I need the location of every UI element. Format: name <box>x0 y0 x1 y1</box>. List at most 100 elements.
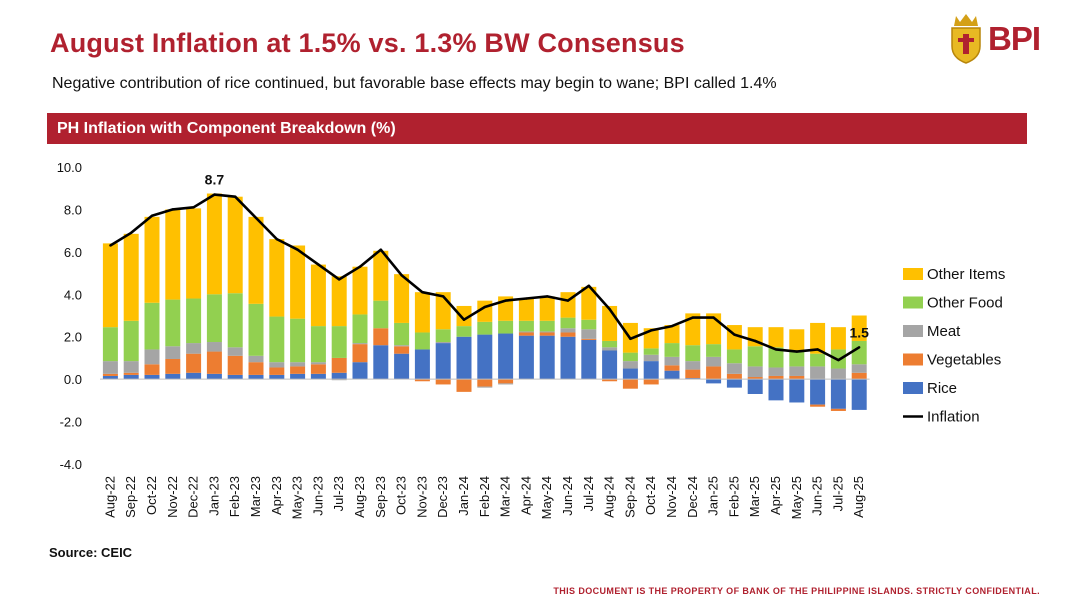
bar-other-items <box>373 250 389 301</box>
x-tick-label: Nov-23 <box>414 476 429 518</box>
x-tick-label: Jul-23 <box>331 476 346 511</box>
bar-other-items <box>539 296 555 321</box>
bar-rice <box>123 374 139 380</box>
bar-other-food <box>581 319 597 330</box>
bar-other-food <box>685 345 701 362</box>
bar-rice <box>102 375 118 380</box>
bar-other-items <box>290 245 306 319</box>
bar-other-food <box>706 344 722 357</box>
inflation-point <box>358 265 362 268</box>
bar-meat <box>269 362 285 368</box>
inflation-point <box>254 216 258 220</box>
bar-other-food <box>643 348 659 355</box>
bar-other-food <box>394 322 410 346</box>
bar-rice <box>248 374 264 380</box>
bar-vegetables <box>685 369 701 379</box>
bar-vegetables <box>102 373 118 376</box>
x-tick-label: Dec-24 <box>685 476 700 518</box>
bar-vegetables <box>810 404 826 407</box>
inflation-point <box>421 290 424 294</box>
bar-rice <box>706 379 722 384</box>
legend-label-rice: Rice <box>927 380 957 397</box>
bpi-logo: BPI <box>948 12 1050 66</box>
bar-other-food <box>664 343 680 357</box>
bar-meat <box>664 356 680 366</box>
bar-vegetables <box>456 379 472 392</box>
bar-other-items <box>352 266 368 315</box>
bar-meat <box>539 331 555 333</box>
y-tick-label: -2.0 <box>60 415 82 430</box>
inflation-point <box>546 295 549 298</box>
legend-label-other-food: Other Food <box>927 295 1003 312</box>
x-tick-label: Mar-25 <box>747 476 762 517</box>
bar-other-items <box>768 327 784 348</box>
bar-rice <box>435 343 451 380</box>
inflation-point <box>587 284 590 287</box>
x-tick-label: Jan-23 <box>206 476 221 516</box>
bar-other-items <box>269 239 285 317</box>
x-tick-label: Aug-22 <box>102 476 117 518</box>
inflation-point <box>213 193 216 196</box>
data-label: 1.5 <box>849 324 869 340</box>
x-tick-label: May-24 <box>539 476 554 519</box>
bar-vegetables <box>248 362 264 375</box>
inflation-point <box>109 244 112 247</box>
bar-rice <box>498 333 514 380</box>
bar-rice <box>810 379 826 405</box>
bar-rice <box>144 374 160 380</box>
bar-rice <box>269 374 285 380</box>
bar-rice <box>643 361 659 380</box>
inflation-point <box>837 358 840 362</box>
inflation-point <box>150 214 154 217</box>
y-tick-label: 10.0 <box>57 160 82 175</box>
bar-meat <box>518 331 534 333</box>
x-tick-label: Oct-24 <box>643 476 658 515</box>
bar-rice <box>331 372 347 380</box>
bar-other-items <box>248 216 264 304</box>
y-tick-label: 0.0 <box>64 372 82 387</box>
x-tick-label: Jan-25 <box>706 476 721 516</box>
x-tick-label: Mar-23 <box>248 476 263 517</box>
bar-vegetables <box>581 338 597 340</box>
bar-meat <box>602 347 618 351</box>
bar-meat <box>435 342 451 344</box>
bar-vegetables <box>477 379 493 387</box>
bar-rice <box>414 349 430 380</box>
bar-meat <box>706 356 722 367</box>
legend-swatch-vegetables <box>903 353 923 366</box>
legend-swatch-meat <box>903 325 923 337</box>
chart-title: PH Inflation with Component Breakdown (%… <box>57 120 396 137</box>
bar-other-food <box>414 332 430 350</box>
bar-vegetables <box>706 366 722 380</box>
bar-meat <box>747 366 763 378</box>
bar-other-food <box>206 294 222 343</box>
y-tick-label: 2.0 <box>64 330 82 345</box>
inflation-point <box>795 350 798 353</box>
bar-rice <box>310 373 326 380</box>
bar-vegetables <box>123 372 139 375</box>
bar-other-food <box>186 298 202 344</box>
bar-meat <box>851 364 867 373</box>
x-tick-label: Oct-23 <box>394 476 409 515</box>
bar-vegetables <box>435 379 451 385</box>
x-tick-label: May-25 <box>789 476 804 519</box>
bar-vegetables <box>622 379 638 389</box>
inflation-point <box>733 333 736 336</box>
inflation-point <box>816 348 819 351</box>
inflation-point <box>317 263 320 266</box>
bar-other-items <box>851 315 867 341</box>
bar-meat <box>248 355 264 363</box>
bar-vegetables <box>851 372 867 380</box>
bar-other-food <box>539 320 555 332</box>
bar-vegetables <box>310 364 326 374</box>
inflation-point <box>650 329 653 332</box>
bar-rice <box>664 370 680 380</box>
bar-vegetables <box>726 373 742 380</box>
bar-vegetables <box>144 364 160 375</box>
y-tick-label: 8.0 <box>64 202 82 217</box>
bar-rice <box>685 378 701 380</box>
bar-other-food <box>269 316 285 363</box>
bar-other-food <box>102 327 118 362</box>
bar-rice <box>518 335 534 380</box>
bar-other-items <box>456 305 472 327</box>
